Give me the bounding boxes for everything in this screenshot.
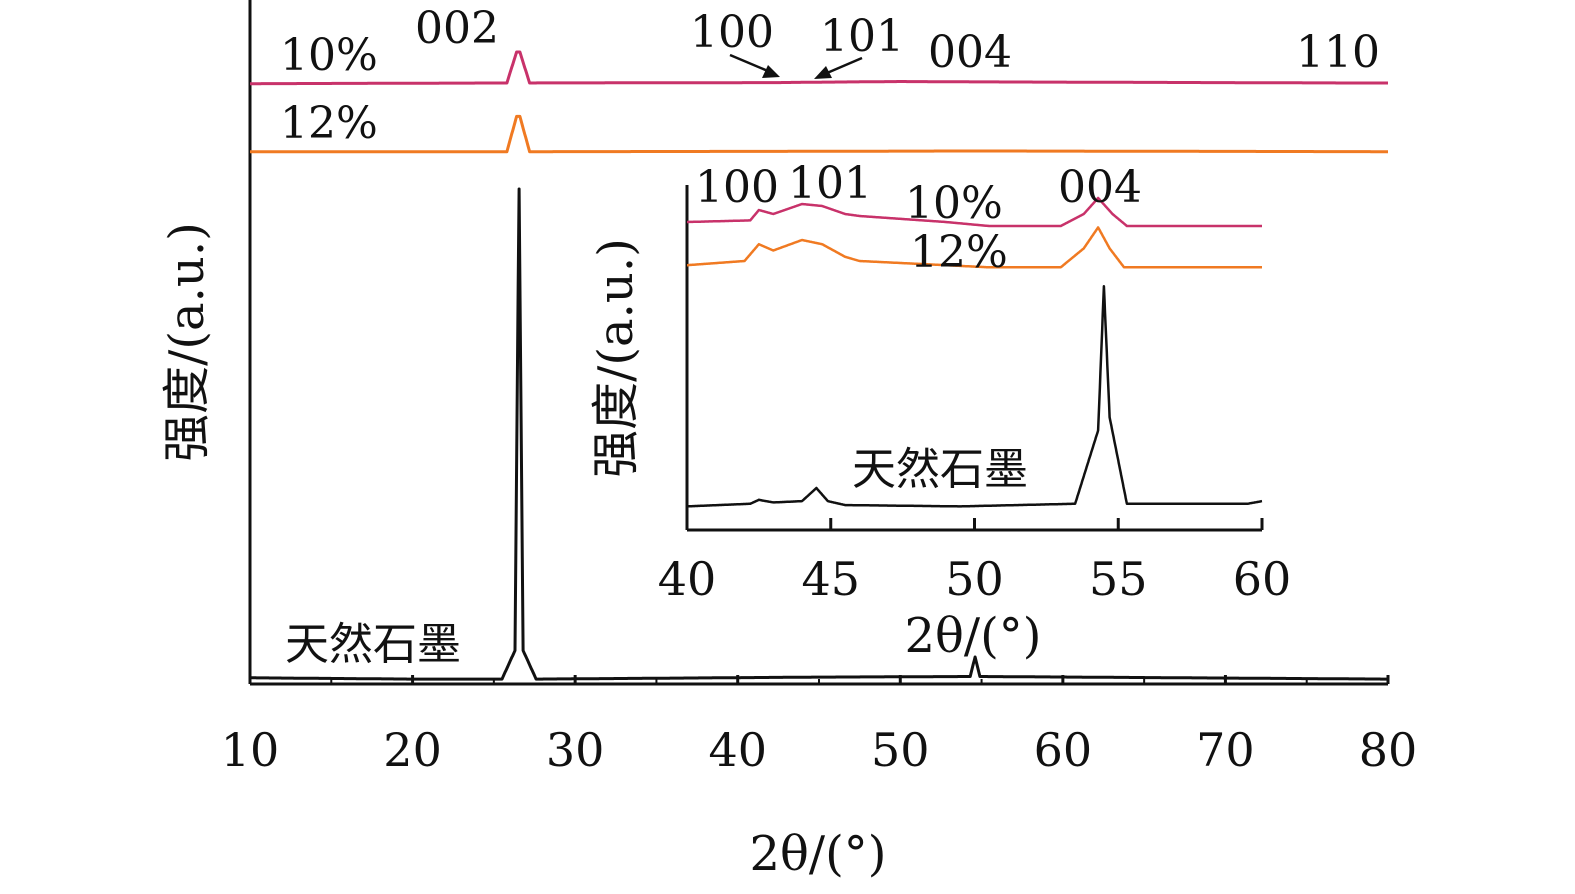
inset-series-label: 12%	[910, 227, 1008, 278]
inset-x-tick-label: 60	[1233, 552, 1292, 606]
inset-x-tick-label: 50	[945, 552, 1004, 606]
inset-series-label: 10%	[905, 178, 1003, 229]
x-tick-label: 50	[871, 723, 930, 777]
inset-x-tick-label: 45	[801, 552, 860, 606]
series-label: 10%	[280, 30, 378, 81]
x-tick-label: 60	[1034, 723, 1093, 777]
x-tick-label: 10	[221, 723, 280, 777]
inset-series-line	[686, 226, 1263, 269]
series-line	[249, 114, 1389, 154]
peak-label: 004	[928, 27, 1012, 78]
y-axis-label: 强度/(a.u.)	[159, 222, 215, 462]
x-tick-label: 30	[546, 723, 605, 777]
annotation-arrowhead	[814, 66, 832, 79]
x-tick-label: 80	[1359, 723, 1418, 777]
peak-label: 110	[1296, 27, 1380, 78]
series-line	[249, 50, 1389, 86]
inset-y-axis-label: 强度/(a.u.)	[588, 238, 644, 478]
series-label: 12%	[280, 98, 378, 149]
inset-x-tick-label: 55	[1089, 552, 1148, 606]
peak-label: 002	[415, 3, 499, 54]
peak-label: 101	[820, 11, 904, 62]
inset-series-line	[686, 285, 1263, 508]
x-tick-label: 20	[383, 723, 442, 777]
x-tick-label: 40	[708, 723, 767, 777]
inset-x-tick-label: 40	[658, 552, 717, 606]
inset-x-axis-label: 2θ/(°)	[904, 608, 1041, 664]
inset-series-label: 天然石墨	[852, 444, 1028, 495]
inset-plot: 40 45 50 55 60 10%12% 天然石墨 100 101 004 2θ/(°) 强度/(a…	[588, 158, 1291, 664]
series-line	[249, 187, 1389, 681]
annotation-arrowhead	[762, 65, 780, 78]
x-tick-label: 70	[1196, 723, 1255, 777]
inset-series-line	[686, 196, 1263, 228]
series-label: 天然石墨	[285, 619, 461, 670]
peak-label: 100	[690, 7, 774, 58]
x-axis-label: 2θ/(°)	[749, 826, 886, 882]
inset-peak-label: 100	[695, 162, 779, 213]
inset-peak-label: 004	[1058, 162, 1142, 213]
inset-peak-label: 101	[788, 158, 872, 209]
